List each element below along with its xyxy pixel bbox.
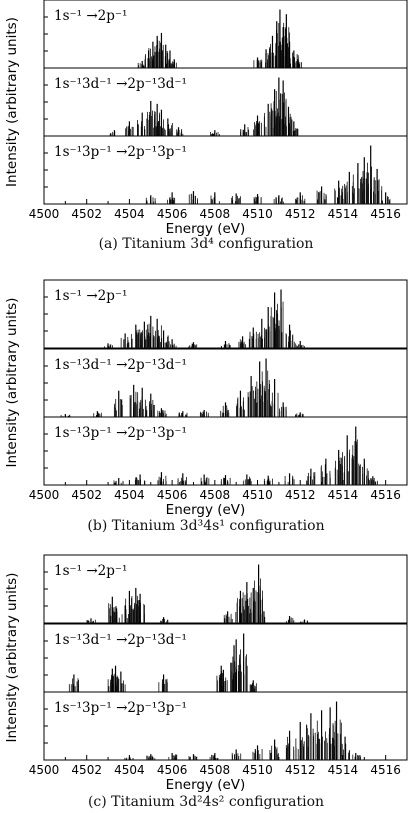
figure-caption: (c) Titanium 3d²4s² configuration (88, 794, 324, 810)
x-tick-label: 4506 (157, 763, 188, 777)
x-tick-label: 4516 (370, 763, 401, 777)
x-tick-label: 4510 (242, 488, 273, 502)
x-axis-label: Energy (eV) (166, 777, 246, 793)
figure-caption: (b) Titanium 3d³4s¹ configuration (87, 518, 324, 534)
y-axis-label: Intensity (arbitrary units) (4, 17, 20, 187)
x-tick-label: 4508 (200, 207, 231, 221)
x-tick-label: 4504 (114, 763, 145, 777)
transition-label: 1s⁻¹ →2p⁻¹ (54, 563, 127, 579)
transition-label: 1s⁻¹ →2p⁻¹ (54, 8, 127, 24)
spectrum-panel: 1s⁻¹3p⁻¹ →2p⁻¹3p⁻¹ (43, 135, 408, 205)
transition-label: 1s⁻¹3p⁻¹ →2p⁻¹3p⁻¹ (54, 700, 187, 716)
x-tick-label: 4516 (370, 488, 401, 502)
spectrum-panel: 1s⁻¹ →2p⁻¹ (43, 0, 408, 69)
transition-label: 1s⁻¹3p⁻¹ →2p⁻¹3p⁻¹ (54, 425, 187, 441)
spectrum-panel: 1s⁻¹3p⁻¹ →2p⁻¹3p⁻¹ (43, 691, 408, 761)
x-tick-label: 4500 (29, 763, 60, 777)
x-tick-label: 4502 (71, 763, 102, 777)
spectrum-panel: 1s⁻¹3d⁻¹ →2p⁻¹3d⁻¹ (43, 348, 408, 418)
x-tick-label: 4500 (29, 488, 60, 502)
x-tick-label: 4510 (242, 763, 273, 777)
x-axis-label: Energy (eV) (166, 502, 246, 518)
x-tick-label: 4512 (285, 763, 316, 777)
transition-label: 1s⁻¹3d⁻¹ →2p⁻¹3d⁻¹ (54, 76, 187, 92)
figure-caption: (a) Titanium 3d⁴ configuration (99, 236, 314, 252)
x-tick-label: 4500 (29, 207, 60, 221)
x-tick-label: 4502 (71, 488, 102, 502)
x-tick-label: 4506 (157, 488, 188, 502)
x-tick-label: 4514 (328, 488, 359, 502)
transition-label: 1s⁻¹3p⁻¹ →2p⁻¹3p⁻¹ (54, 144, 187, 160)
x-tick-label: 4510 (242, 207, 273, 221)
y-axis-label: Intensity (arbitrary units) (4, 573, 20, 743)
x-tick-label: 4504 (114, 207, 145, 221)
transition-label: 1s⁻¹ →2p⁻¹ (54, 288, 127, 304)
transition-label: 1s⁻¹3d⁻¹ →2p⁻¹3d⁻¹ (54, 357, 187, 373)
x-tick-label: 4502 (71, 207, 102, 221)
chart-1: 1s⁻¹ →2p⁻¹ 1s⁻¹3d⁻¹ →2p⁻¹3d⁻¹ 1s⁻¹3p⁻¹ →2p… (4, 279, 408, 534)
chart-0: 1s⁻¹ →2p⁻¹ 1s⁻¹3d⁻¹ →2p⁻¹3d⁻¹ 1s⁻¹3p⁻¹ →2p… (4, 0, 408, 252)
x-tick-label: 4514 (328, 207, 359, 221)
spectrum-panel: 1s⁻¹ →2p⁻¹ (43, 279, 408, 349)
chart-2: 1s⁻¹ →2p⁻¹ 1s⁻¹3d⁻¹ →2p⁻¹3d⁻¹ 1s⁻¹3p⁻¹ →2p… (4, 554, 408, 810)
spectrum-panel: 1s⁻¹3p⁻¹ →2p⁻¹3p⁻¹ (43, 416, 408, 486)
x-tick-label: 4508 (200, 763, 231, 777)
x-tick-label: 4516 (370, 207, 401, 221)
spectrum-panel: 1s⁻¹3d⁻¹ →2p⁻¹3d⁻¹ (43, 623, 408, 693)
x-axis-label: Energy (eV) (166, 221, 246, 237)
x-tick-label: 4514 (328, 763, 359, 777)
x-tick-label: 4508 (200, 488, 231, 502)
x-tick-label: 4512 (285, 488, 316, 502)
spectrum-panel: 1s⁻¹3d⁻¹ →2p⁻¹3d⁻¹ (43, 67, 408, 137)
transition-label: 1s⁻¹3d⁻¹ →2p⁻¹3d⁻¹ (54, 632, 187, 648)
y-axis-label: Intensity (arbitrary units) (4, 298, 20, 468)
spectrum-panel: 1s⁻¹ →2p⁻¹ (43, 554, 408, 624)
x-tick-label: 4512 (285, 207, 316, 221)
x-tick-label: 4506 (157, 207, 188, 221)
x-tick-label: 4504 (114, 488, 145, 502)
